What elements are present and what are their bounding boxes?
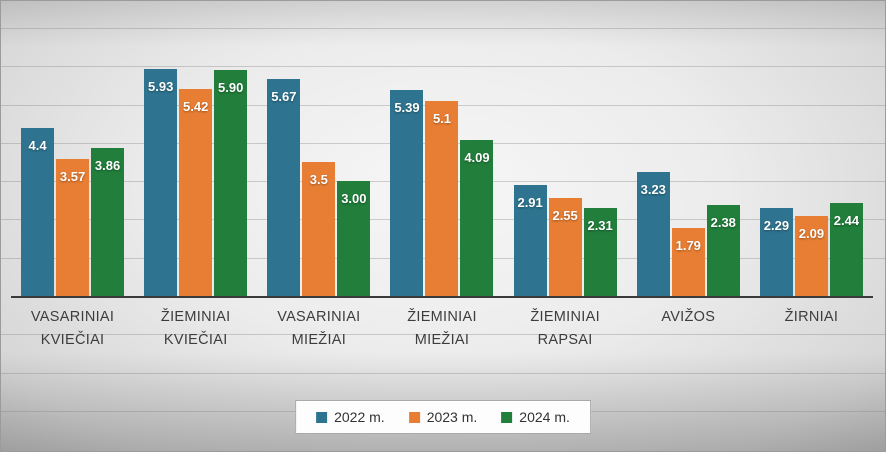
bar-value-label: 5.42 — [183, 98, 209, 114]
legend: 2022 m. 2023 m. 2024 m. — [295, 400, 591, 434]
bar-2023m: 3.5 — [302, 162, 336, 296]
bar-group: 2.29 2.09 2.44 — [750, 9, 873, 296]
category-label: VASARINIAI MIEŽIAI — [277, 309, 361, 349]
bar-value-label: 5.39 — [394, 99, 420, 115]
bar-2024m: 2.44 — [829, 202, 863, 296]
bar-value-label: 2.09 — [798, 226, 825, 242]
bar-value-label: 4.4 — [28, 137, 47, 153]
gridline — [1, 334, 885, 336]
bar-2022m: 5.93 — [144, 69, 178, 296]
bar-2023m: 2.09 — [794, 216, 828, 296]
bar-2023m: 2.55 — [548, 198, 582, 296]
bar-2023m: 3.57 — [56, 159, 90, 296]
category-label: ŽIRNIAI — [784, 309, 839, 325]
legend-swatch-2022 — [316, 411, 328, 423]
legend-item-2022: 2022 m. — [316, 409, 385, 425]
bar-value-label: 5.90 — [218, 80, 244, 96]
bar-2022m: 5.67 — [267, 79, 301, 296]
bar-value-label: 4.09 — [464, 149, 490, 165]
bar-value-label: 2.91 — [517, 194, 543, 210]
bar-2023m: 5.1 — [425, 100, 459, 296]
x-axis-line — [11, 296, 873, 298]
gridline — [1, 28, 885, 30]
gridline — [1, 372, 885, 374]
legend-item-2024: 2024 m. — [501, 409, 570, 425]
legend-label-2022: 2022 m. — [334, 409, 385, 425]
bar-value-label: 2.44 — [833, 212, 860, 228]
legend-swatch-2024 — [501, 411, 513, 423]
bar-2022m: 4.4 — [21, 127, 55, 296]
bar-2022m: 2.91 — [513, 184, 547, 296]
bar-value-label: 5.67 — [271, 89, 297, 105]
bar-group: 5.67 3.5 3.00 — [257, 9, 380, 296]
bar-2023m: 1.79 — [671, 227, 705, 296]
bar-value-label: 1.79 — [675, 237, 701, 253]
bar-2024m: 3.86 — [91, 148, 125, 296]
bar-2024m: 4.09 — [460, 139, 494, 296]
gridline — [1, 66, 885, 68]
bar-value-label: 3.23 — [640, 182, 666, 198]
bar-value-label: 3.5 — [309, 172, 328, 188]
bar-value-label: 2.38 — [710, 214, 736, 230]
category-label: AVIŽOS — [661, 309, 716, 325]
bar-value-label: 5.1 — [432, 110, 452, 126]
bar-2024m: 5.90 — [214, 70, 248, 296]
bar-group: 5.93 5.42 5.90 — [134, 9, 257, 296]
legend-swatch-2023 — [408, 411, 420, 423]
bar-value-label: 3.86 — [94, 158, 121, 174]
bar-value-label: 5.93 — [148, 79, 174, 95]
category-label: ŽIEMINIAI KVIEČIAI — [160, 309, 231, 349]
bar-value-label: 2.31 — [587, 217, 613, 233]
bar-group: 5.39 5.1 4.09 — [380, 9, 503, 296]
bar-value-label: 2.29 — [763, 218, 790, 234]
bar-2024m: 2.31 — [583, 207, 617, 296]
bar-value-label: 2.55 — [552, 208, 578, 224]
legend-label-2024: 2024 m. — [519, 409, 570, 425]
bar-value-label: 3.00 — [341, 191, 367, 207]
bar-2024m: 2.38 — [706, 204, 740, 296]
bar-2022m: 3.23 — [636, 172, 670, 296]
legend-label-2023: 2023 m. — [426, 409, 478, 425]
bar-value-label: 3.57 — [59, 169, 86, 185]
bar-2022m: 2.29 — [759, 208, 793, 296]
bar-group: 3.23 1.79 2.38 — [627, 9, 750, 296]
bar-group: 4.4 3.57 3.86 — [11, 9, 134, 296]
category-label: ŽIEMINIAI RAPSAI — [530, 309, 600, 349]
legend-item-2023: 2023 m. — [408, 409, 478, 425]
category-label: ŽIEMINIAI MIEŽIAI — [407, 309, 477, 349]
plot-area: 4.4 3.57 3.86 5.93 5.42 5.90 5.67 3.5 3.00 5.39 5.… — [11, 9, 873, 296]
bar-group: 2.91 2.55 2.31 — [504, 9, 627, 296]
category-labels: VASARINIAI KVIEČIAI ŽIEMINIAI KVIEČIAI VAS… — [11, 306, 873, 352]
bar-2023m: 5.42 — [179, 88, 213, 296]
category-label: VASARINIAI KVIEČIAI — [30, 309, 115, 349]
bar-2024m: 3.00 — [337, 181, 371, 296]
bar-2022m: 5.39 — [390, 89, 424, 296]
